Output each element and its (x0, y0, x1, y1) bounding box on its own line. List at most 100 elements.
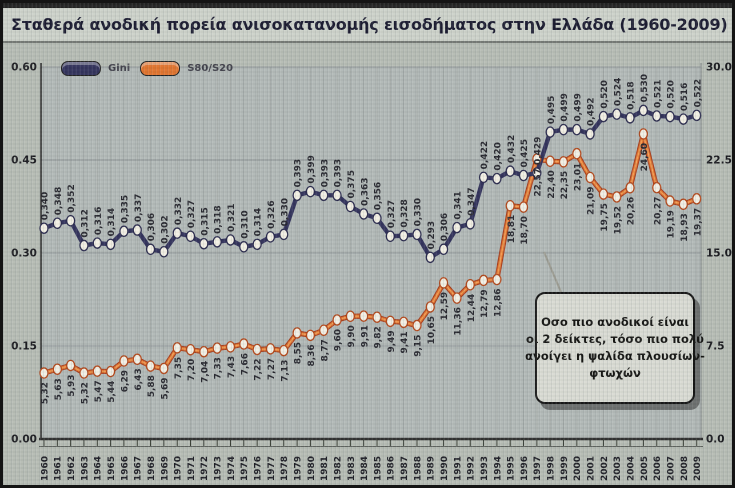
gini-point (239, 241, 249, 253)
gini-point-label: 0,522 (693, 79, 703, 107)
s80s20-point-label: 22,57 (533, 168, 543, 196)
year-axis-label: 2002 (600, 456, 610, 481)
title-bar: Σταθερά ανοδική πορεία ανισοκατανομής ει… (3, 8, 732, 43)
s80s20-point (692, 193, 702, 205)
s80s20-point-label: 22,35 (560, 171, 570, 199)
year-axis-label: 1966 (120, 456, 130, 481)
annotation-line-4: φτωχών (589, 366, 641, 381)
year-axis-label: 1988 (413, 456, 423, 481)
gini-point (598, 110, 609, 123)
s80s20-point (199, 345, 209, 358)
left-axis-tick-label: 0.15 (11, 341, 37, 353)
gini-point (518, 169, 529, 182)
s80s20-point (652, 181, 662, 194)
s80s20-point (159, 362, 169, 375)
gini-point-label: 0,347 (467, 187, 477, 215)
s80s20-point (79, 367, 89, 379)
gini-point (532, 167, 542, 179)
gini-legend-label: Gini (108, 63, 131, 74)
left-axis-tick-label: 0.60 (11, 62, 37, 74)
s80s20-point (279, 344, 289, 357)
left-axis-tick-label: 0.45 (11, 155, 37, 167)
s80s20-point (678, 198, 689, 211)
gini-point (478, 171, 489, 184)
gini-point-label: 0,393 (320, 159, 330, 187)
gini-point (692, 109, 702, 122)
year-axis-label: 1964 (94, 456, 104, 481)
s80s20-point-label: 9,60 (334, 329, 344, 351)
s80s20-point (39, 367, 49, 379)
gini-point (105, 238, 116, 251)
s80s20-point (225, 341, 236, 353)
s80s20-point (332, 314, 342, 326)
year-axis-label: 1992 (467, 456, 477, 481)
gini-point (319, 189, 329, 202)
gini-point-label: 0,330 (414, 198, 424, 226)
gini-point (172, 227, 182, 239)
gini-point-label: 0,310 (240, 210, 250, 238)
year-axis-label: 1962 (67, 456, 77, 481)
year-axis-label: 1984 (360, 456, 370, 481)
year-axis-label: 1975 (240, 456, 250, 481)
s80s20-point (532, 153, 542, 165)
year-axis-label: 2005 (640, 456, 650, 481)
gini-point-label: 0,425 (520, 139, 530, 167)
s80s20-point (612, 191, 622, 203)
gini-point (65, 215, 76, 227)
year-axis-label: 1983 (347, 456, 357, 481)
gini-point (465, 218, 475, 230)
gini-point-label: 0,521 (653, 80, 663, 108)
gini-point (332, 189, 342, 202)
gini-point (119, 225, 129, 238)
year-axis-label: 1977 (267, 456, 277, 481)
year-axis-label: 1985 (373, 456, 383, 481)
year-axis-label: 1986 (387, 456, 397, 481)
top-border-band (3, 3, 732, 8)
year-axis-label: 1994 (493, 456, 503, 481)
s80s20-point (505, 200, 515, 212)
year-axis-label: 1997 (533, 456, 543, 481)
year-axis-label: 1987 (400, 456, 410, 481)
gini-point (359, 208, 369, 220)
gini-point (545, 126, 555, 138)
s80s20-point (465, 278, 475, 291)
s80s20-point (105, 365, 116, 378)
s80s20-point-label: 11,36 (454, 307, 464, 335)
s80s20-point-label: 7,35 (174, 357, 184, 379)
s80s20-point (425, 301, 435, 313)
s80s20-point-label: 7,13 (280, 360, 290, 382)
year-axis-label: 1968 (147, 456, 157, 481)
year-axis-label: 1974 (227, 456, 237, 481)
s80s20-point-label: 7,66 (240, 353, 250, 375)
gini-point-label: 0,318 (214, 205, 224, 233)
s80s20-point-label: 8,77 (320, 339, 330, 361)
gini-point-label: 0,332 (174, 197, 184, 225)
gini-point (625, 112, 635, 124)
s80s20-point-label: 5,32 (41, 382, 51, 404)
gini-point-label: 0,518 (627, 81, 637, 109)
gini-point-label: 0,327 (187, 200, 197, 228)
s80s20-point-label: 6,29 (121, 370, 131, 392)
annotation-box: Οσο πιο ανοδικοί είναι οι 2 δείκτες, τόσ… (525, 292, 705, 404)
gini-point (612, 108, 622, 120)
s80s20-point (132, 353, 142, 366)
s80s20-point (438, 277, 449, 289)
year-axis-label: 1963 (80, 456, 90, 481)
gini-point-label: 0,340 (41, 192, 51, 220)
gini-point-label: 0,524 (613, 78, 623, 106)
gini-point-label: 0,520 (667, 80, 677, 108)
gini-point (652, 110, 662, 122)
s80s20-point-label: 18,70 (520, 216, 530, 244)
s80s20-point-label: 7,27 (267, 358, 277, 380)
s80s20-point (558, 156, 569, 168)
gini-point-label: 0,356 (374, 182, 384, 210)
gini-point (52, 217, 62, 229)
s80s20-point (145, 360, 156, 372)
year-axis-label: 1996 (520, 456, 530, 481)
gini-point (438, 243, 449, 256)
s80s20-point (319, 324, 329, 337)
year-axis-label: 1973 (214, 456, 224, 481)
annotation-line-2: οι 2 δείκτες, τόσο πιο πολύ (526, 331, 704, 346)
year-axis-label: 2009 (693, 456, 703, 481)
gini-point (132, 224, 142, 236)
